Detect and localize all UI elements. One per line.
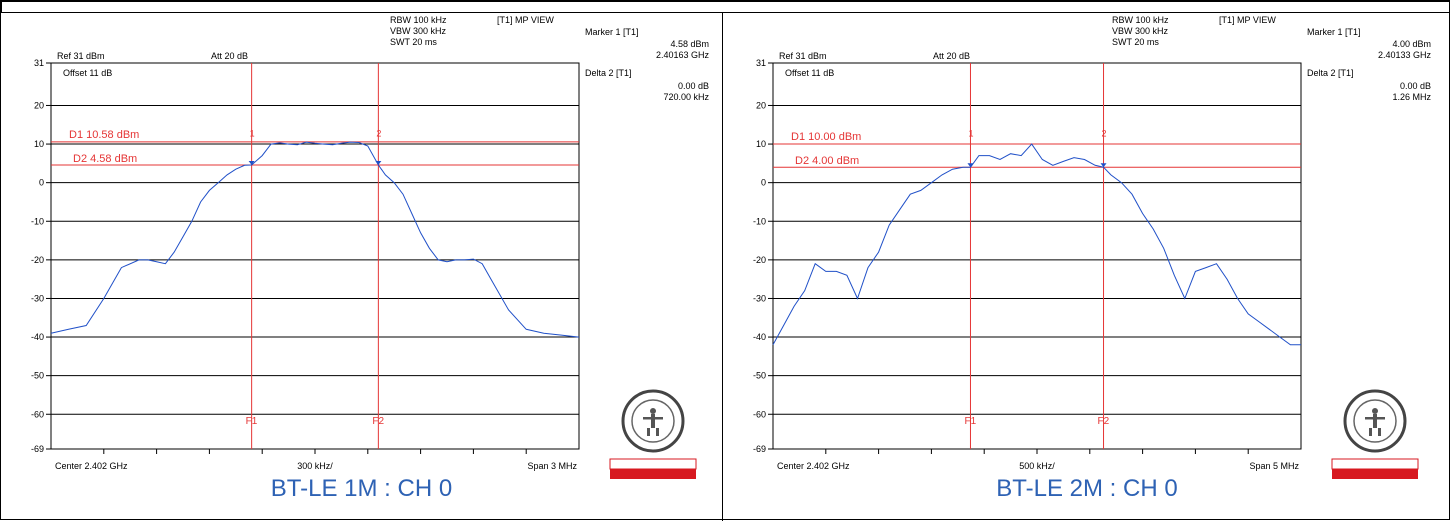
seal-emblem: [643, 408, 663, 436]
delta-frequency: 1.26 MHz: [1392, 92, 1431, 102]
logo-bar-top: [609, 458, 697, 470]
marker-symbol: [375, 160, 382, 165]
logo-bar-bottom: [1332, 469, 1418, 479]
panel-caption: BT-LE 2M : CH 0: [996, 475, 1178, 502]
marker-symbol: [967, 163, 974, 168]
logo-bar-top: [1331, 458, 1419, 470]
vbw-label: VBW 300 kHz: [1112, 26, 1169, 36]
plot-area: [50, 62, 580, 450]
y-tick-label: 20: [756, 100, 766, 110]
span-label: Span 5 MHz: [1249, 461, 1299, 471]
delta-level: 0.00 dB: [678, 81, 709, 91]
span-label: Span 3 MHz: [527, 461, 577, 471]
span-per-division-label: 500 kHz/: [1019, 461, 1055, 471]
y-tick-label: -30: [31, 293, 44, 303]
delta-frequency: 720.00 kHz: [663, 92, 709, 102]
display-line-label: D2 4.58 dBm: [73, 153, 137, 165]
marker-frequency: 2.40133 GHz: [1378, 50, 1432, 60]
marker-number: 1: [250, 128, 255, 138]
y-tick-label: -20: [753, 255, 766, 265]
center-frequency-label: Center 2.402 GHz: [777, 461, 850, 471]
y-tick-label: -10: [753, 216, 766, 226]
rbw-label: RBW 100 kHz: [1112, 15, 1169, 25]
marker-title: Marker 1 [T1]: [1307, 27, 1361, 37]
marker-level: 4.00 dBm: [1392, 39, 1431, 49]
y-tick-label: -69: [753, 444, 766, 454]
swt-label: SWT 20 ms: [1112, 37, 1159, 47]
offset-label: Offset 11 dB: [63, 68, 112, 78]
spectrum-panel-2m: RBW 100 kHz VBW 300 kHz SWT 20 ms [T1] MP V…: [723, 13, 1450, 521]
y-tick-label: -60: [31, 409, 44, 419]
y-tick-label: 10: [34, 139, 44, 149]
y-tick-label: -60: [753, 409, 766, 419]
offset-label: Offset 11 dB: [785, 68, 834, 78]
delta-title: Delta 2 [T1]: [585, 68, 632, 78]
y-tick-label: -50: [753, 371, 766, 381]
y-tick-label: -10: [31, 216, 44, 226]
view-label: [T1] MP VIEW: [1219, 15, 1276, 25]
y-tick-label: -69: [31, 444, 44, 454]
marker-number: 1: [968, 128, 973, 138]
y-tick-label: 20: [34, 100, 44, 110]
seal-emblem: [1365, 408, 1385, 436]
frequency-line-label: F2: [1098, 416, 1110, 427]
display-line-label: D2 4.00 dBm: [795, 155, 859, 167]
plot-area: [772, 62, 1302, 450]
center-frequency-label: Center 2.402 GHz: [55, 461, 128, 471]
ref-level-label: Ref 31 dBm: [57, 51, 105, 61]
y-tick-label: -20: [31, 255, 44, 265]
y-tick-label: 0: [39, 178, 44, 188]
y-tick-label: 10: [756, 139, 766, 149]
marker-title: Marker 1 [T1]: [585, 27, 639, 37]
y-tick-label: 31: [34, 58, 44, 68]
delta-title: Delta 2 [T1]: [1307, 68, 1354, 78]
rbw-label: RBW 100 kHz: [390, 15, 447, 25]
marker-symbol: [1100, 163, 1107, 168]
swt-label: SWT 20 ms: [390, 37, 437, 47]
vbw-label: VBW 300 kHz: [390, 26, 447, 36]
logo-bar-bottom: [610, 469, 696, 479]
frequency-line-label: F1: [246, 416, 258, 427]
y-tick-label: -40: [31, 332, 44, 342]
marker-frequency: 2.40163 GHz: [656, 50, 710, 60]
spectrum-trace: [772, 143, 1301, 346]
frequency-line-label: F1: [964, 416, 976, 427]
spectrum-trace: [50, 141, 580, 338]
y-tick-label: 31: [756, 58, 766, 68]
ref-level-label: Ref 31 dBm: [779, 51, 827, 61]
y-tick-label: 0: [761, 178, 766, 188]
marker-number: 2: [1102, 128, 1107, 138]
attenuation-label: Att 20 dB: [211, 51, 248, 61]
marker-number: 2: [376, 128, 381, 138]
delta-level: 0.00 dB: [1400, 81, 1431, 91]
spectrum-panel-1m: RBW 100 kHz VBW 300 kHz SWT 20 ms [T1] MP V…: [1, 13, 723, 521]
frequency-line-label: F2: [372, 416, 384, 427]
top-strip: [1, 1, 1450, 13]
display-line-label: D1 10.00 dBm: [791, 131, 861, 143]
marker-level: 4.58 dBm: [670, 39, 709, 49]
view-label: [T1] MP VIEW: [497, 15, 554, 25]
y-tick-label: -50: [31, 371, 44, 381]
y-tick-label: -40: [753, 332, 766, 342]
attenuation-label: Att 20 dB: [933, 51, 970, 61]
marker-symbol: [248, 160, 255, 165]
span-per-division-label: 300 kHz/: [297, 461, 333, 471]
y-tick-label: -30: [753, 293, 766, 303]
panel-caption: BT-LE 1M : CH 0: [270, 475, 453, 502]
display-line-label: D1 10.58 dBm: [69, 129, 139, 141]
